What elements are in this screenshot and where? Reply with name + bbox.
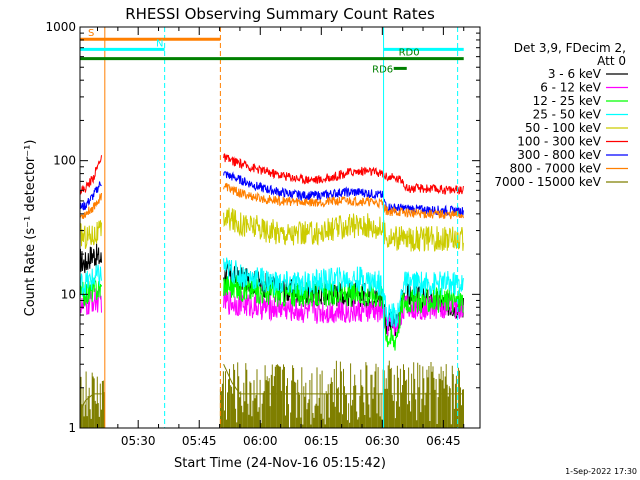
series-line-3-6-keV-pre — [79, 243, 102, 274]
x-axis-label: Start Time (24-Nov-16 05:15:42) — [174, 456, 386, 471]
plot-frame — [79, 26, 481, 429]
annotation-label-rd6: RD6 — [372, 64, 393, 75]
legend-label-5: 100 - 300 keV — [517, 135, 601, 149]
x-tick-label-1: 05:45 — [182, 434, 217, 448]
series-line-6-12-keV-post — [223, 287, 464, 337]
legend-label-8: 7000 - 15000 keV — [494, 175, 601, 189]
legend-label-4: 50 - 100 keV — [525, 121, 602, 135]
legend-label-3: 25 - 50 keV — [533, 108, 602, 122]
annotation-label-N: N — [156, 38, 163, 49]
chart-title: RHESSI Observing Summary Count Rates — [125, 5, 435, 23]
annotation-label-rd0: RD0 — [399, 48, 420, 59]
axis-layer: 1 10 100 1000 05:30 05:45 06:00 06:15 06:30 06:45 — [45, 20, 480, 448]
legend-label-6: 300 - 800 keV — [517, 148, 601, 162]
legend-label-2: 12 - 25 keV — [533, 94, 602, 108]
x-tick-label-3: 06:15 — [304, 434, 339, 448]
y-tick-label-3: 1000 — [45, 20, 76, 34]
x-tick-label-4: 06:30 — [365, 434, 400, 448]
y-tick-label-0: 1 — [68, 421, 76, 435]
series-line-800-7000-keV-post — [223, 182, 464, 220]
legend-header-line-1: Det 3,9, FDecim 2, — [514, 41, 626, 55]
annotation-label-S: S — [88, 28, 94, 39]
legend-header-line-2: Att 0 — [597, 54, 626, 68]
y-tick-label-2: 100 — [53, 154, 76, 168]
series-line-25-50-keV-post — [223, 257, 464, 328]
date-stamp: 1-Sep-2022 17:30 — [565, 467, 637, 476]
series-line-300-800-keV-pre — [79, 181, 102, 211]
series-line-50-100-keV-pre — [79, 220, 102, 249]
x-tick-label-2: 06:00 — [243, 434, 278, 448]
y-tick-label-1: 10 — [61, 287, 76, 301]
legend-label-0: 3 - 6 keV — [548, 67, 602, 81]
series-line-800-7000-keV-pre — [79, 192, 102, 219]
x-tick-label-5: 06:45 — [426, 434, 461, 448]
x-tick-label-0: 05:30 — [121, 434, 156, 448]
legend-label-7: 800 - 7000 keV — [510, 162, 602, 176]
series-line-6-12-keV-pre — [79, 287, 102, 318]
series-line-25-50-keV-pre — [79, 264, 102, 297]
y-axis-label: Count Rate (s⁻¹ detector⁻¹) — [23, 140, 38, 317]
annotation-layer: S N RD0 RD6 — [79, 27, 464, 428]
legend-label-1: 6 - 12 keV — [540, 81, 602, 95]
series-layer — [79, 153, 464, 428]
series-line-50-100-keV-post — [223, 207, 464, 252]
series-line-100-300-keV-post — [223, 153, 464, 195]
